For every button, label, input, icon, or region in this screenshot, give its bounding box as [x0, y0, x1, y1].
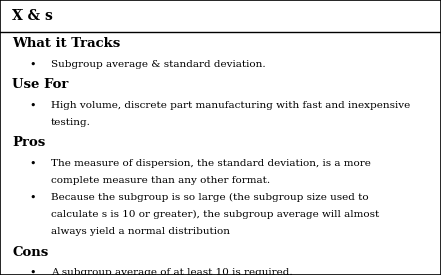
Text: A subgroup average of at least 10 is required.: A subgroup average of at least 10 is req… [51, 268, 292, 275]
Text: •: • [30, 101, 36, 111]
Text: Cons: Cons [12, 246, 49, 258]
Text: •: • [30, 60, 36, 70]
Text: complete measure than any other format.: complete measure than any other format. [51, 176, 270, 185]
Text: always yield a normal distribution: always yield a normal distribution [51, 227, 230, 236]
Text: Subgroup average & standard deviation.: Subgroup average & standard deviation. [51, 60, 265, 69]
Text: High volume, discrete part manufacturing with fast and inexpensive: High volume, discrete part manufacturing… [51, 101, 410, 110]
Text: calculate s is 10 or greater), the subgroup average will almost: calculate s is 10 or greater), the subgr… [51, 210, 379, 219]
Text: •: • [30, 193, 36, 203]
Text: testing.: testing. [51, 118, 90, 127]
Text: Pros: Pros [12, 136, 45, 149]
Text: X̅ & s: X̅ & s [12, 9, 53, 23]
Text: •: • [30, 159, 36, 169]
Text: •: • [30, 268, 36, 275]
Text: What it Tracks: What it Tracks [12, 37, 120, 50]
Text: The measure of dispersion, the standard deviation, is a more: The measure of dispersion, the standard … [51, 159, 370, 168]
Text: Because the subgroup is so large (the subgroup size used to: Because the subgroup is so large (the su… [51, 193, 368, 202]
Text: Use For: Use For [12, 78, 69, 91]
